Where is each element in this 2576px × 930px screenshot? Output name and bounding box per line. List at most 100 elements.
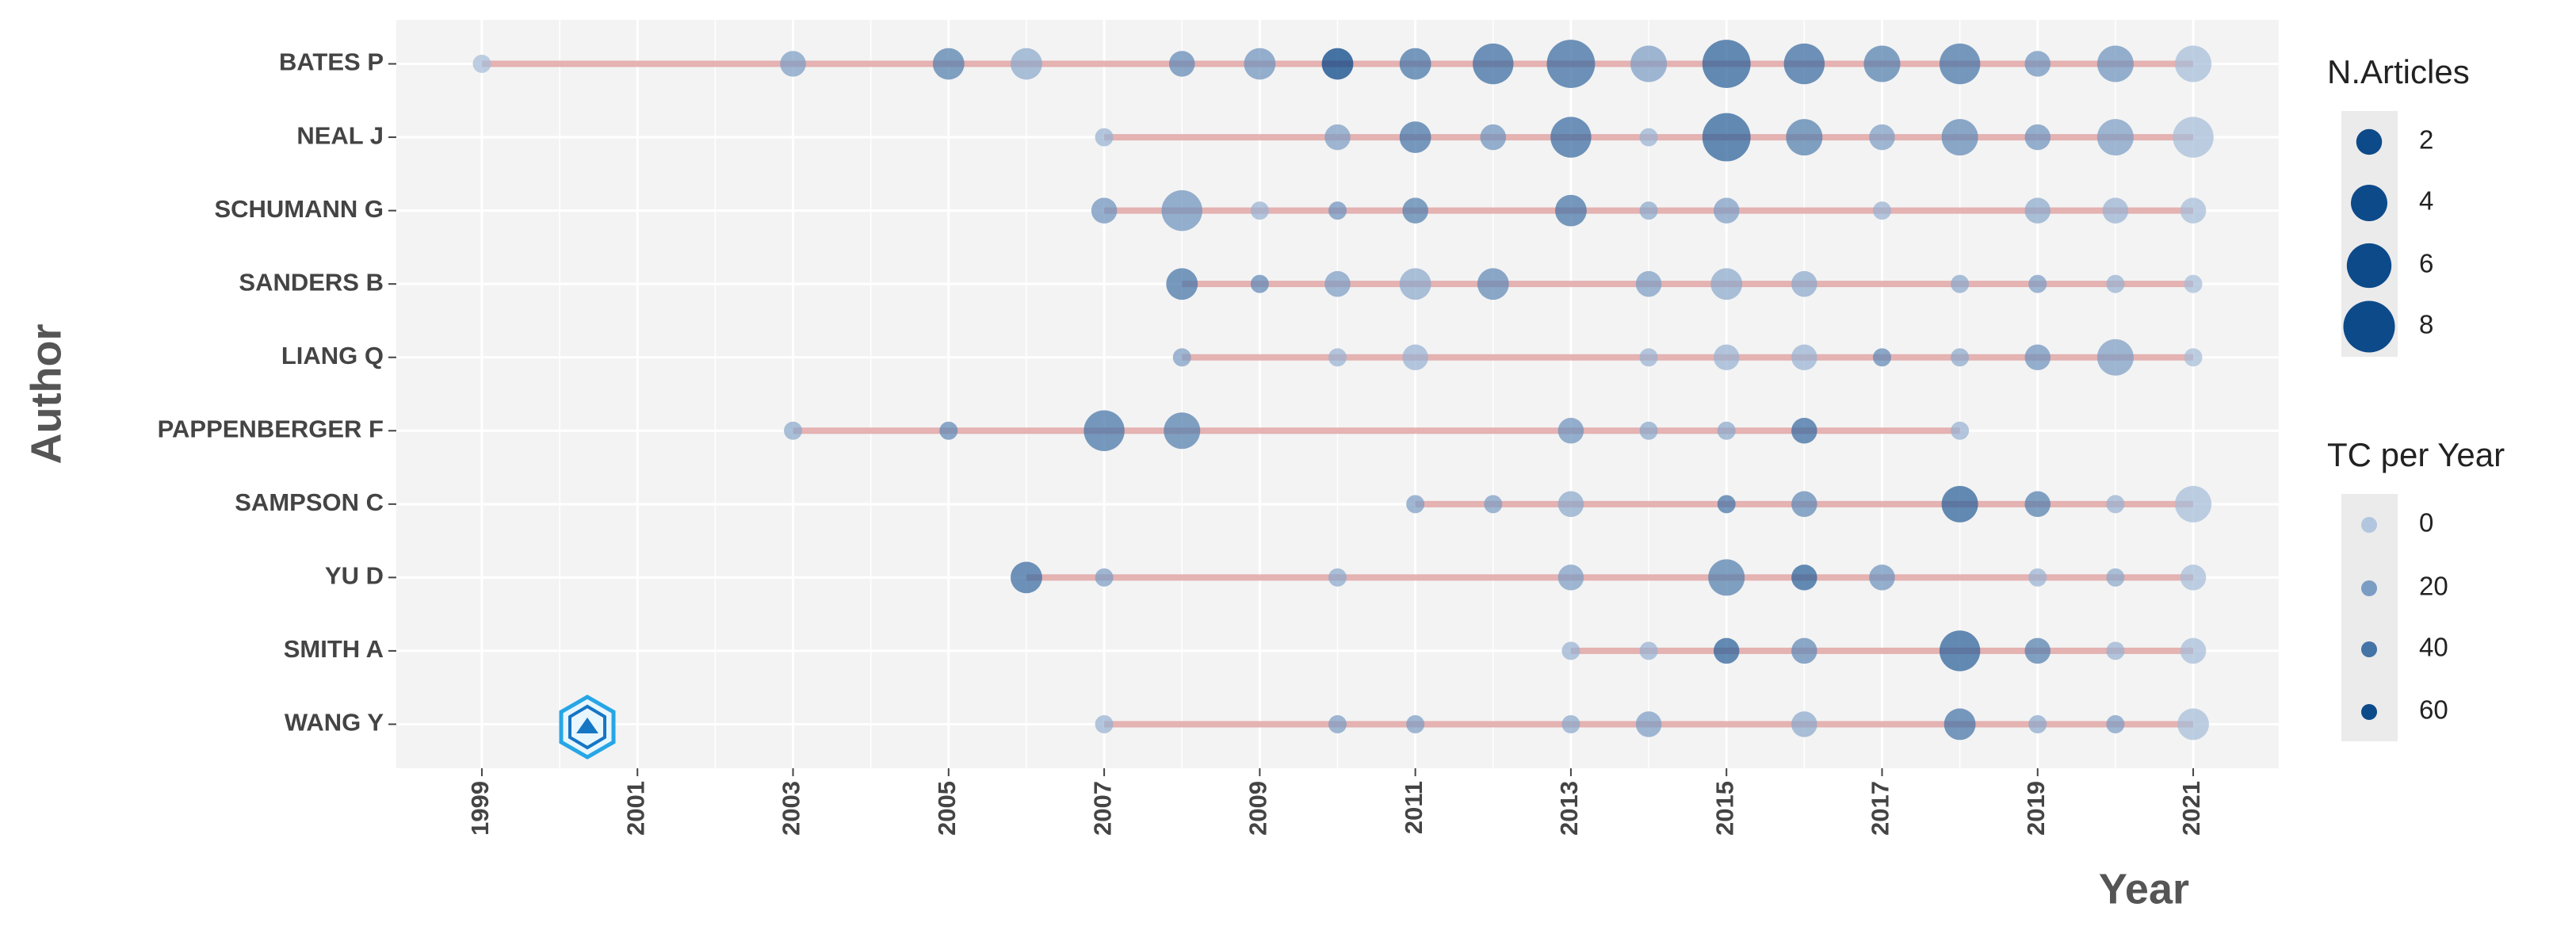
point [1555, 194, 1587, 227]
point [472, 55, 491, 74]
point [2102, 197, 2129, 224]
point [1473, 43, 1514, 85]
size-legend-label: 6 [2419, 249, 2433, 278]
point [1484, 495, 1503, 514]
point [2024, 637, 2051, 664]
point [1557, 418, 1584, 444]
point [1402, 197, 1428, 224]
point [1480, 124, 1507, 151]
point [1172, 348, 1191, 367]
point [1939, 43, 1981, 85]
point [1939, 630, 1981, 672]
x-tick-label: 2021 [2177, 781, 2205, 836]
point [2106, 714, 2125, 733]
point [1951, 274, 1970, 293]
point [1635, 270, 1662, 297]
point [1639, 348, 1658, 367]
point [1244, 48, 1276, 80]
point [1161, 189, 1202, 232]
point [2024, 491, 2051, 518]
point [2028, 274, 2047, 293]
x-tick-label: 2009 [1244, 781, 1272, 836]
point [1406, 714, 1425, 733]
color-legend-label: 20 [2419, 572, 2448, 601]
point [1713, 637, 1740, 664]
point [1550, 117, 1592, 158]
x-tick-label: 2005 [933, 781, 961, 836]
point [1710, 268, 1743, 300]
color-legend-title: TC per Year [2327, 436, 2505, 473]
point [1869, 565, 1895, 591]
point [2180, 197, 2207, 224]
x-tick-label: 2015 [1710, 781, 1738, 836]
point [1951, 421, 1970, 440]
point [1011, 48, 1042, 80]
point [1477, 268, 1509, 300]
size-legend-key [2356, 128, 2383, 155]
point [1717, 421, 1736, 440]
point [1869, 124, 1895, 151]
color-legend-label: 0 [2419, 508, 2433, 538]
point [1713, 197, 1740, 224]
point [1328, 348, 1347, 367]
point [1791, 344, 1817, 370]
point [2173, 117, 2214, 158]
point [1713, 344, 1740, 370]
point [2106, 568, 2125, 587]
point [1399, 48, 1431, 80]
point [1091, 197, 1118, 224]
point [1702, 40, 1751, 88]
point [2175, 45, 2212, 82]
size-legend-key [2351, 185, 2387, 221]
y-tick-label: NEAL J [296, 121, 384, 149]
y-axis-title: Author [22, 324, 70, 465]
x-tick-label: 2019 [2022, 781, 2050, 836]
size-legend-label: 8 [2419, 310, 2433, 339]
point [1639, 641, 1658, 660]
point [1250, 201, 1269, 220]
y-tick-label: BATES P [279, 48, 384, 76]
color-legend-key [2361, 704, 2377, 720]
point [939, 421, 958, 440]
point [1557, 491, 1584, 518]
point [1717, 495, 1736, 514]
point [1791, 637, 1817, 664]
point [1561, 641, 1580, 660]
point [1164, 412, 1201, 450]
color-legend-key [2361, 580, 2377, 596]
point [1095, 128, 1114, 147]
point [1791, 565, 1817, 591]
point [2028, 714, 2047, 733]
point [1402, 344, 1428, 370]
point [1639, 128, 1658, 147]
size-legend-label: 4 [2419, 186, 2433, 216]
point [1791, 711, 1817, 737]
point [1941, 119, 1978, 156]
point [1783, 43, 1825, 85]
point [1406, 495, 1425, 514]
point [1095, 714, 1114, 733]
point [2096, 119, 2134, 156]
point [2024, 197, 2051, 224]
point [1328, 201, 1347, 220]
x-tick-label: 2017 [1867, 781, 1894, 836]
point [2096, 339, 2134, 376]
point [780, 51, 806, 77]
x-tick-label: 2003 [778, 781, 805, 836]
color-legend-key [2361, 641, 2377, 657]
point [1786, 119, 1823, 156]
y-tick-label: SMITH A [284, 635, 384, 663]
size-legend-key [2346, 243, 2392, 289]
point [2028, 568, 2047, 587]
point [1943, 708, 1976, 741]
point [1863, 45, 1901, 82]
point [1557, 565, 1584, 591]
y-tick-label: LIANG Q [281, 342, 384, 369]
point [1084, 410, 1125, 451]
point [1166, 268, 1198, 300]
x-axis-title: Year [2099, 865, 2189, 913]
point [1399, 268, 1431, 300]
logo [559, 695, 616, 760]
y-tick-label: WANG Y [285, 709, 384, 737]
point [1872, 348, 1891, 367]
